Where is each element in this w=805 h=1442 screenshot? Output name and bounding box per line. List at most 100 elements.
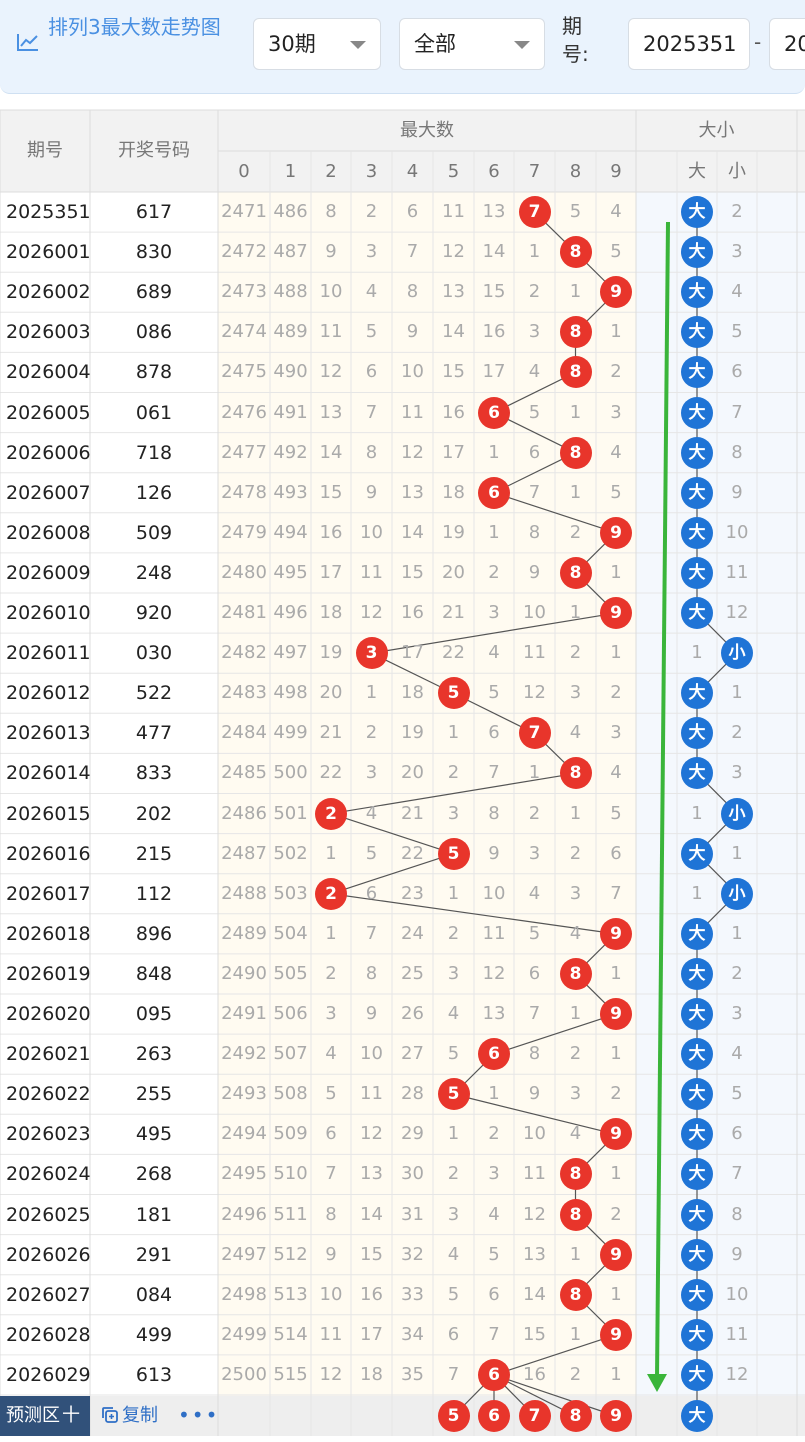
miss-cell: 7 bbox=[447, 1363, 460, 1385]
number-cell: 848 bbox=[135, 962, 173, 985]
max-digit-ball: 8 bbox=[559, 757, 592, 790]
issue-from-input[interactable]: 2025351 bbox=[628, 18, 750, 70]
predict-size-ball[interactable]: 大 bbox=[681, 1400, 713, 1432]
size-miss-cell: 6 bbox=[731, 361, 743, 383]
miss-cell: 503 bbox=[273, 882, 308, 904]
miss-cell: 6 bbox=[365, 882, 378, 904]
miss-cell: 11 bbox=[319, 1323, 343, 1345]
issue-cell: 2026025 bbox=[6, 1203, 90, 1226]
miss-cell: 2496 bbox=[221, 1203, 267, 1225]
miss-cell: 3 bbox=[610, 401, 622, 423]
miss-cell: 12 bbox=[523, 682, 546, 704]
number-cell: 202 bbox=[135, 802, 173, 825]
miss-cell: 2487 bbox=[221, 842, 267, 864]
miss-cell: 3 bbox=[447, 962, 460, 984]
miss-cell: 2 bbox=[569, 642, 582, 664]
size-header-small: 小 bbox=[728, 161, 746, 182]
miss-cell: 1 bbox=[610, 321, 622, 343]
digit-header-4: 4 bbox=[406, 161, 419, 182]
miss-cell: 1 bbox=[610, 561, 622, 583]
size-miss-cell: 1 bbox=[731, 922, 743, 944]
miss-cell: 31 bbox=[401, 1203, 424, 1225]
max-digit-ball: 8 bbox=[559, 957, 592, 990]
predict-ball[interactable]: 8 bbox=[559, 1400, 592, 1432]
size-miss-cell: 4 bbox=[731, 1043, 743, 1065]
max-digit-ball: 8 bbox=[559, 236, 592, 269]
miss-cell: 1 bbox=[569, 802, 582, 824]
miss-cell: 7 bbox=[488, 1323, 500, 1345]
max-trend-line bbox=[371, 612, 617, 654]
miss-cell: 488 bbox=[273, 281, 308, 303]
big-ball: 大 bbox=[681, 757, 713, 790]
max-trend-line bbox=[330, 893, 617, 935]
max-trend-line bbox=[453, 1093, 617, 1135]
miss-cell: 2479 bbox=[221, 521, 267, 543]
miss-cell: 15 bbox=[482, 281, 506, 303]
issue-cell: 2026023 bbox=[6, 1123, 90, 1146]
predict-ball[interactable]: 5 bbox=[437, 1400, 470, 1432]
miss-cell: 5 bbox=[488, 1243, 500, 1265]
miss-cell: 2 bbox=[528, 802, 541, 824]
number-cell: 617 bbox=[135, 201, 173, 223]
miss-cell: 8 bbox=[406, 281, 419, 303]
big-ball: 大 bbox=[681, 998, 713, 1031]
period-select[interactable]: 30期 bbox=[253, 18, 381, 70]
issue-to-input[interactable]: 2026029 bbox=[769, 18, 805, 70]
max-trend-line bbox=[330, 812, 454, 855]
miss-cell: 4 bbox=[365, 281, 378, 303]
miss-cell: 3 bbox=[528, 842, 541, 864]
miss-cell: 25 bbox=[401, 962, 424, 984]
max-digit-ball: 8 bbox=[559, 436, 592, 469]
predict-ball[interactable]: 9 bbox=[600, 1400, 632, 1432]
predict-area-button[interactable]: 预测区十 bbox=[0, 1396, 90, 1436]
big-ball: 大 bbox=[681, 1038, 713, 1071]
miss-cell: 10 bbox=[401, 361, 424, 383]
big-ball: 大 bbox=[681, 556, 713, 589]
number-cell: 920 bbox=[135, 602, 173, 624]
number-cell: 833 bbox=[135, 762, 173, 785]
predict-ball[interactable]: 7 bbox=[518, 1400, 551, 1432]
miss-cell: 9 bbox=[365, 1003, 378, 1024]
miss-cell: 10 bbox=[319, 1283, 343, 1305]
miss-cell: 8 bbox=[488, 802, 500, 824]
big-ball: 大 bbox=[681, 1318, 713, 1351]
more-icon[interactable]: ••• bbox=[178, 1403, 220, 1427]
miss-cell: 14 bbox=[482, 241, 506, 263]
big-ball: 大 bbox=[681, 436, 713, 469]
size-miss-cell: 9 bbox=[731, 1243, 743, 1265]
predict-ball[interactable]: 6 bbox=[478, 1400, 510, 1432]
miss-cell: 12 bbox=[319, 1363, 343, 1385]
miss-cell: 18 bbox=[442, 481, 465, 503]
copy-button[interactable]: 复制 bbox=[100, 1396, 158, 1436]
miss-cell: 492 bbox=[273, 441, 308, 463]
miss-cell: 8 bbox=[365, 441, 378, 463]
miss-cell: 1 bbox=[447, 1123, 460, 1145]
miss-cell: 505 bbox=[273, 962, 308, 984]
top-toolbar: 排列3最大数走势图 30期 全部 期号: 2025351 - 2026029 bbox=[0, 0, 805, 94]
max-digit-ball: 6 bbox=[478, 1358, 510, 1391]
miss-cell: 4 bbox=[447, 1243, 460, 1265]
col-header-issue: 期号 bbox=[27, 140, 63, 161]
size-miss-cell: 3 bbox=[731, 762, 743, 784]
big-ball: 大 bbox=[681, 356, 713, 389]
issue-cell: 2026012 bbox=[6, 682, 90, 705]
digit-header-2: 2 bbox=[325, 161, 337, 182]
size-miss-cell: 1 bbox=[691, 802, 703, 824]
miss-cell: 9 bbox=[528, 1083, 541, 1105]
miss-cell: 2488 bbox=[221, 882, 267, 904]
max-trend-line bbox=[330, 853, 454, 895]
max-digit-ball: 5 bbox=[437, 837, 470, 870]
issue-cell: 2026010 bbox=[6, 602, 90, 624]
issue-cell: 2026021 bbox=[6, 1043, 90, 1066]
max-digit-ball: 8 bbox=[559, 316, 592, 349]
number-cell: 255 bbox=[135, 1083, 173, 1106]
miss-cell: 506 bbox=[273, 1003, 308, 1024]
miss-cell: 1 bbox=[528, 241, 541, 263]
miss-cell: 2 bbox=[569, 521, 582, 543]
miss-cell: 16 bbox=[442, 401, 465, 423]
miss-cell: 35 bbox=[401, 1363, 424, 1385]
max-digit-ball: 9 bbox=[600, 597, 632, 630]
filter-select[interactable]: 全部 bbox=[399, 18, 545, 70]
miss-cell: 27 bbox=[401, 1043, 424, 1065]
miss-cell: 2 bbox=[447, 922, 460, 944]
